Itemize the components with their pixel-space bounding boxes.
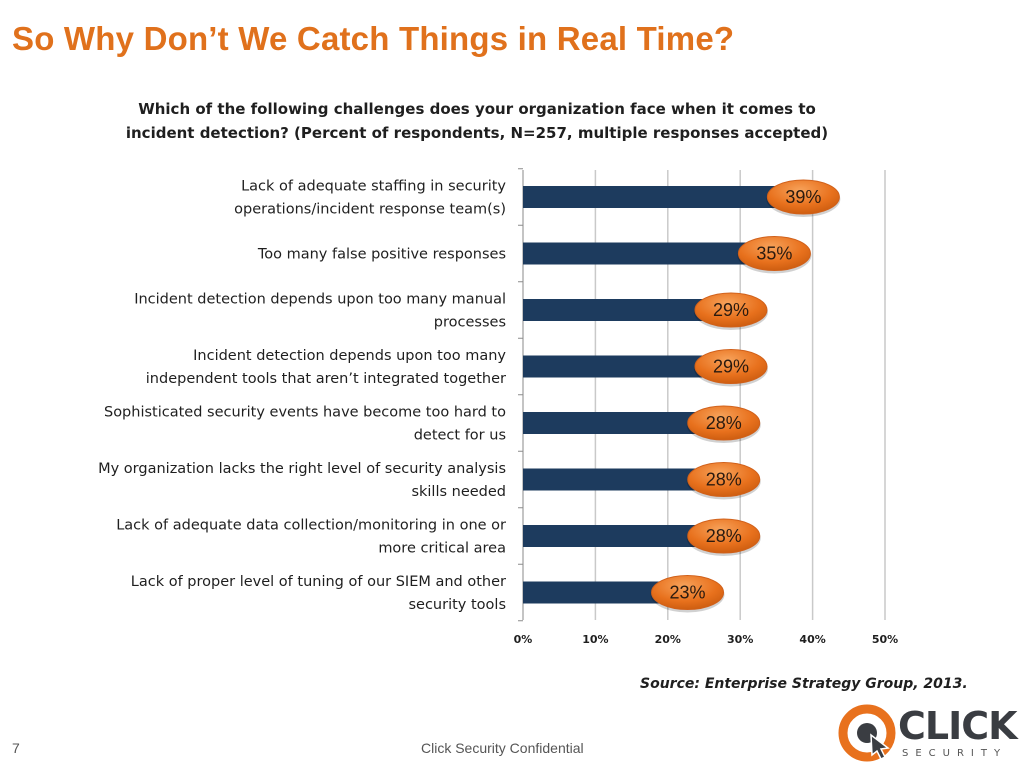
category-label: Incident detection depends upon too many… (134, 292, 506, 331)
data-label-bubble (651, 575, 725, 610)
x-tick-label: 20% (655, 633, 681, 646)
data-label-bubble (766, 179, 840, 215)
data-label: 28% (706, 470, 742, 490)
x-tick-label: 10% (582, 633, 608, 646)
category-label: Sophisticated security events have becom… (104, 405, 506, 444)
page-number: 7 (12, 740, 20, 756)
bar (523, 242, 777, 265)
data-label: 35% (756, 244, 792, 264)
category-label-line: My organization lacks the right level of… (98, 461, 506, 477)
category-label-line: operations/incident response team(s) (234, 202, 506, 218)
bar (523, 468, 726, 491)
click-security-logo: CLICK SECURITY (838, 700, 1018, 764)
data-label-bubble (687, 462, 761, 497)
chart-title-line: incident detection? (Percent of responde… (126, 124, 828, 142)
category-label-line: more critical area (378, 541, 506, 557)
category-label-line: Lack of proper level of tuning of our SI… (131, 574, 506, 590)
bar (523, 412, 726, 434)
chart-axis (518, 168, 524, 622)
data-label-bubble (694, 349, 768, 384)
category-label-line: processes (434, 315, 506, 331)
bar (523, 186, 806, 208)
x-tick-label: 40% (799, 633, 825, 646)
slide-title: So Why Don’t We Catch Things in Real Tim… (12, 20, 735, 57)
category-label-line: Incident detection depends upon too many (193, 348, 506, 364)
category-label: Lack of adequate data collection/monitor… (116, 518, 506, 557)
x-tick-label: 30% (727, 633, 753, 646)
data-label: 29% (713, 357, 749, 377)
bar (523, 525, 726, 547)
x-tick-label: 0% (514, 633, 533, 646)
category-label: Incident detection depends upon too many… (146, 348, 507, 387)
data-label-bubble (737, 236, 811, 271)
bar (523, 581, 690, 604)
data-label: 28% (706, 413, 742, 433)
logo-subword: SECURITY (902, 748, 1008, 759)
data-labels: 39% 35% 29% 29% 28% 28% 28% 23% (650, 179, 841, 613)
chart-title-line: Which of the following challenges does y… (138, 100, 816, 118)
category-label-line: skills needed (411, 484, 506, 500)
source-note: Source: Enterprise Strategy Group, 2013. (640, 676, 968, 692)
chart-title: Which of the following challenges does y… (126, 100, 828, 142)
category-label-line: Lack of adequate data collection/monitor… (116, 518, 506, 534)
x-tick-labels: 0% 10% 20% 30% 40% 50% (514, 633, 899, 646)
footer-confidential: Click Security Confidential (421, 740, 584, 756)
data-label: 29% (713, 300, 749, 320)
data-label-bubble (694, 292, 768, 328)
data-label: 39% (785, 187, 821, 207)
data-label-bubble (687, 405, 761, 441)
cursor-target-icon (838, 704, 896, 762)
bars (523, 186, 806, 604)
category-label-line: Sophisticated security events have becom… (104, 405, 506, 421)
logo-word: CLICK (898, 704, 1018, 748)
category-label: Lack of proper level of tuning of our SI… (131, 574, 506, 613)
category-label: Lack of adequate staffing in security ope… (234, 179, 506, 218)
category-label: My organization lacks the right level of… (98, 461, 506, 500)
x-tick-label: 50% (872, 633, 898, 646)
bar (523, 355, 733, 378)
category-label: Too many false positive responses (257, 247, 506, 263)
data-label: 28% (706, 526, 742, 546)
category-label-line: independent tools that aren’t integrated… (146, 371, 506, 387)
category-label-line: security tools (408, 597, 506, 613)
category-label-line: Too many false positive responses (257, 247, 506, 263)
category-label-line: Incident detection depends upon too many… (134, 292, 506, 308)
bar (523, 299, 733, 321)
category-label-line: Lack of adequate staffing in security (241, 179, 506, 195)
category-labels: Lack of adequate staffing in security ope… (98, 179, 506, 614)
category-label-line: detect for us (414, 428, 506, 444)
data-label: 23% (670, 583, 706, 603)
data-label-bubble (687, 518, 761, 554)
